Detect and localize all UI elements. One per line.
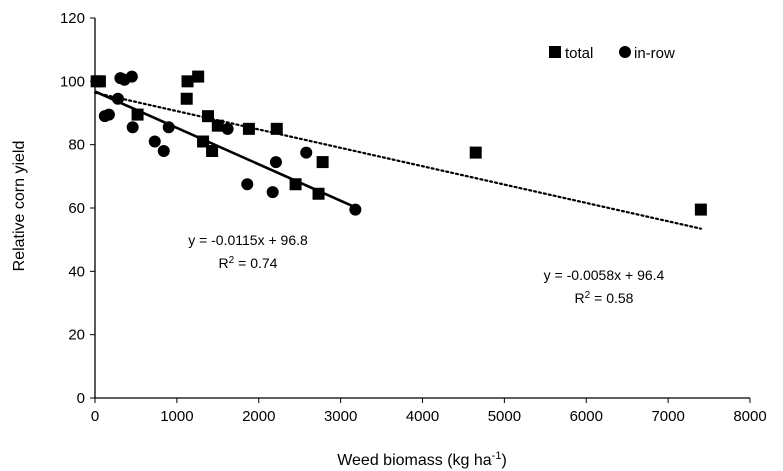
y-axis-title: Relative corn yield (11, 141, 28, 272)
y-tick-label: 20 (68, 327, 85, 344)
x-axis-title: Weed biomass (kg ha-1) (337, 450, 507, 469)
x-tick-label: 4000 (406, 408, 439, 425)
point-in-row (125, 70, 138, 83)
x-tick-label: 2000 (242, 408, 275, 425)
point-in-row (126, 121, 139, 134)
point-in-row (148, 135, 161, 148)
x-tick-label: 3000 (324, 408, 357, 425)
point-in-row (102, 108, 115, 121)
point-total (93, 75, 106, 88)
r2-in-row: R2 = 0.74 (219, 255, 278, 271)
point-in-row (349, 203, 362, 216)
point-total (469, 146, 482, 159)
legend-label-in-row: in-row (634, 45, 675, 62)
point-total (316, 156, 329, 169)
y-tick-label: 60 (68, 200, 85, 217)
y-tick-label: 80 (68, 137, 85, 154)
point-total (694, 203, 707, 216)
point-total (211, 119, 224, 132)
data-points (90, 70, 707, 216)
point-in-row (157, 145, 170, 157)
x-tick-label: 1000 (160, 408, 193, 425)
point-total (181, 75, 194, 88)
equation-total: y = -0.0058x + 96.4 R2 = 0.58 (544, 267, 665, 306)
point-in-row (221, 122, 234, 135)
point-in-row (162, 121, 175, 134)
point-total (270, 122, 283, 135)
point-total (131, 108, 144, 121)
point-total (242, 122, 255, 135)
legend-label-total: total (565, 45, 593, 62)
point-total (180, 92, 193, 105)
trendline-total (93, 91, 702, 230)
tick-labels: 0 1000 2000 3000 4000 5000 6000 7000 8000 0 20 40 60… (60, 10, 767, 425)
y-tick-label: 40 (68, 263, 85, 280)
y-tick-label: 100 (60, 73, 85, 90)
equation-in-row-line: y = -0.0115x + 96.8 (188, 232, 308, 248)
point-in-row (241, 178, 254, 191)
r2-total: R2 = 0.58 (575, 290, 634, 306)
x-tick-label: 0 (91, 408, 99, 425)
legend: total in-row (549, 45, 675, 62)
legend-marker-total (549, 46, 561, 58)
legend-marker-in-row (619, 46, 631, 58)
point-in-row (111, 92, 124, 105)
trendlines (93, 90, 702, 230)
point-total (206, 145, 219, 157)
x-tick-label: 6000 (570, 408, 603, 425)
point-total (201, 110, 214, 123)
point-total (289, 178, 302, 191)
point-total (312, 187, 325, 200)
x-tick-label: 8000 (733, 408, 766, 425)
y-tick-label: 0 (77, 390, 85, 407)
point-total (192, 70, 205, 83)
point-in-row (269, 156, 282, 169)
equation-total-line: y = -0.0058x + 96.4 (544, 267, 665, 283)
y-tick-label: 120 (60, 10, 85, 27)
x-tick-label: 5000 (488, 408, 521, 425)
point-in-row (266, 186, 279, 199)
x-tick-label: 7000 (651, 408, 684, 425)
equation-in-row: y = -0.0115x + 96.8 R2 = 0.74 (188, 232, 308, 271)
point-total (197, 135, 210, 148)
point-in-row (300, 146, 313, 159)
